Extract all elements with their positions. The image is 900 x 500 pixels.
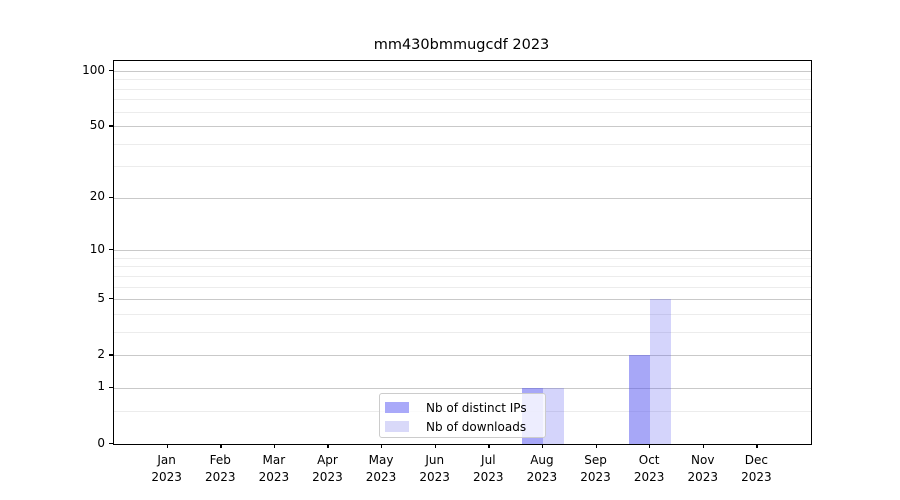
y-tick-label: 10 xyxy=(89,241,105,256)
chart-title: mm430bmmugcdf 2023 xyxy=(373,37,550,53)
x-tick xyxy=(327,444,329,449)
legend-swatch xyxy=(385,402,409,413)
x-tick-label: Jun 2023 xyxy=(419,453,450,484)
y-tick xyxy=(109,386,113,389)
minor-gridline xyxy=(114,143,811,145)
x-tick-label: Aug 2023 xyxy=(526,453,558,484)
minor-gridline xyxy=(114,111,811,113)
major-gridline xyxy=(114,250,811,252)
y-tick-label: 5 xyxy=(97,290,105,305)
bar-distinct-ips xyxy=(629,355,651,444)
x-tick-label: Jan 2023 xyxy=(151,453,182,484)
x-tick xyxy=(702,444,705,449)
minor-gridline xyxy=(114,166,811,168)
x-tick xyxy=(541,444,544,449)
x-tick-label: Oct 2023 xyxy=(633,453,665,484)
legend-label: Nb of distinct IPs xyxy=(426,400,527,415)
major-gridline xyxy=(114,299,811,301)
x-tick-label: May 2023 xyxy=(365,453,397,484)
x-tick-label: Sep 2023 xyxy=(580,453,611,484)
bar-downloads xyxy=(542,387,564,444)
x-tick xyxy=(595,444,597,449)
major-gridline xyxy=(114,126,811,128)
y-tick-label: 0 xyxy=(97,435,105,450)
y-tick-label: 2 xyxy=(97,346,105,361)
bar-downloads xyxy=(650,299,672,444)
minor-gridline xyxy=(114,275,811,277)
plot-area: Nb of distinct IPs Nb of downloads xyxy=(113,60,812,445)
legend: Nb of distinct IPs Nb of downloads xyxy=(379,393,546,438)
y-tick xyxy=(109,70,113,72)
y-tick-label: 100 xyxy=(82,62,105,77)
x-tick xyxy=(273,444,276,449)
y-tick xyxy=(109,125,113,127)
minor-gridline xyxy=(114,79,811,81)
minor-gridline xyxy=(114,286,811,288)
major-gridline xyxy=(114,387,811,389)
y-tick xyxy=(109,249,113,251)
y-tick xyxy=(109,443,113,445)
y-tick-label: 1 xyxy=(97,379,105,394)
x-tick xyxy=(220,444,222,449)
x-tick-label: Apr 2023 xyxy=(312,453,343,484)
legend-swatch xyxy=(385,421,409,432)
x-tick-label: Nov 2023 xyxy=(687,453,719,484)
y-tick xyxy=(109,298,113,300)
legend-label: Nb of downloads xyxy=(426,419,527,434)
y-tick xyxy=(109,354,113,356)
major-gridline xyxy=(114,355,811,357)
minor-gridline xyxy=(114,331,811,333)
x-tick xyxy=(488,444,490,449)
legend-row: Nb of downloads xyxy=(385,417,539,436)
x-tick-label: Jul 2023 xyxy=(473,453,504,484)
legend-row: Nb of distinct IPs xyxy=(385,398,539,417)
x-tick xyxy=(434,444,436,449)
x-tick-label: Feb 2023 xyxy=(204,453,236,484)
minor-gridline xyxy=(114,266,811,268)
x-tick-label: Dec 2023 xyxy=(741,453,772,484)
x-tick xyxy=(649,444,651,449)
y-tick-label: 20 xyxy=(89,189,105,204)
minor-gridline xyxy=(114,99,811,101)
x-tick xyxy=(166,444,168,449)
y-tick-label: 50 xyxy=(89,117,105,132)
x-tick-label: Mar 2023 xyxy=(258,453,290,484)
x-tick xyxy=(381,444,383,449)
minor-gridline xyxy=(114,313,811,315)
minor-gridline xyxy=(114,257,811,259)
major-gridline xyxy=(114,197,811,199)
y-tick xyxy=(109,196,113,199)
minor-gridline xyxy=(114,88,811,90)
major-gridline xyxy=(114,71,811,72)
x-tick xyxy=(756,444,758,449)
